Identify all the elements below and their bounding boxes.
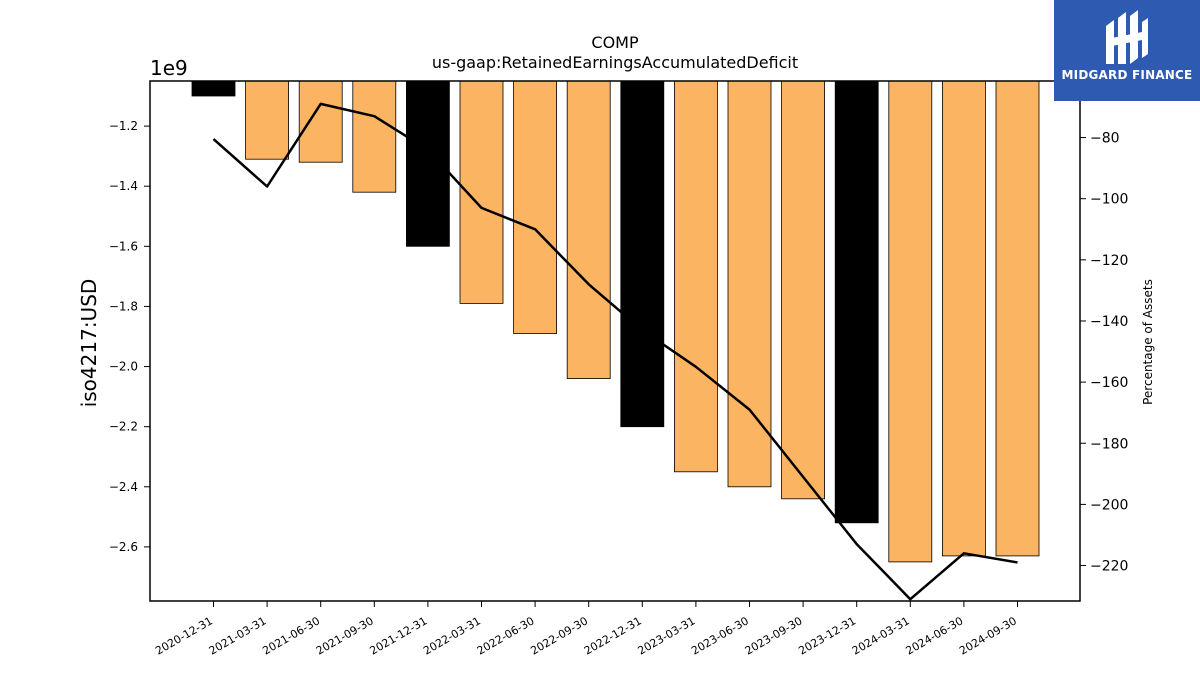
bar-2023-03-31: [674, 80, 718, 473]
y2-tick-label: −200: [1090, 497, 1128, 513]
bar-2024-03-31: [888, 80, 933, 563]
x-tick-label: 2021-03-31: [207, 614, 269, 657]
x-tick-label: 2023-06-30: [689, 614, 751, 657]
midgard-logo-icon: [1106, 10, 1148, 64]
y2-axis-label: Percentage of Assets: [1141, 279, 1155, 405]
y2-tick-label: −140: [1090, 314, 1128, 330]
y-tick-label: −1.8: [109, 299, 138, 313]
x-tick-label: 2022-12-31: [582, 614, 644, 657]
bar-2023-12-31: [834, 80, 879, 524]
chart-subtitle: us-gaap:RetainedEarningsAccumulatedDefic…: [432, 53, 798, 72]
brand-name: MIDGARD FINANCE: [1061, 68, 1193, 82]
x-tick-label: 2021-12-31: [368, 614, 430, 657]
y2-tick-label: −100: [1090, 192, 1128, 208]
y-tick-label: −2.6: [109, 540, 138, 554]
y-tick-label: −2.0: [109, 360, 138, 374]
bars-group: [191, 80, 1040, 563]
plot-frame: [149, 80, 1081, 602]
y-tick-label: −1.6: [109, 239, 138, 253]
x-tick-label: 2023-12-31: [796, 614, 858, 657]
bar-2024-06-30: [942, 80, 986, 557]
chart-title: COMP: [591, 33, 639, 52]
bar-2023-09-30: [781, 80, 825, 500]
y-tick-label: −1.4: [109, 179, 138, 193]
bar-2022-12-31: [620, 80, 665, 428]
y-axis-label: iso4217:USD: [77, 279, 101, 408]
y-offset-label: 1e9: [150, 56, 188, 80]
bar-2021-12-31: [405, 80, 450, 247]
percentage-of-assets-line: [212, 102, 1018, 601]
y2-tick-label: −160: [1090, 375, 1128, 391]
bar-2022-09-30: [566, 80, 611, 380]
bar-2024-09-30: [995, 80, 1040, 557]
brand-logo: MIDGARD FINANCE: [1054, 0, 1200, 101]
bar-2023-06-30: [727, 80, 772, 488]
x-tick-label: 2020-12-31: [153, 614, 215, 657]
x-tick-label: 2022-09-30: [528, 614, 590, 657]
y-tick-label: −2.2: [109, 420, 138, 434]
line-group: [212, 102, 1018, 601]
y-tick-label: −2.4: [109, 480, 138, 494]
bar-2022-06-30: [513, 80, 557, 334]
bar-2020-12-31: [191, 80, 236, 97]
bar-2021-06-30: [298, 80, 343, 163]
y2-tick-label: −80: [1090, 131, 1120, 147]
x-tick-label: 2021-06-30: [260, 614, 322, 657]
bar-2021-09-30: [352, 80, 397, 193]
y-tick-label: −1.2: [109, 119, 138, 133]
x-tick-label: 2024-06-30: [904, 614, 966, 657]
x-tick-label: 2023-03-31: [636, 614, 698, 657]
y2-tick-label: −220: [1090, 559, 1128, 575]
x-tick-label: 2021-09-30: [314, 614, 376, 657]
y2-tick-label: −180: [1090, 436, 1128, 452]
x-tick-label: 2024-09-30: [957, 614, 1019, 657]
bar-2021-03-31: [245, 80, 290, 160]
x-tick-label: 2023-09-30: [743, 614, 805, 657]
y2-tick-label: −120: [1090, 253, 1128, 269]
x-tick-label: 2024-03-31: [850, 614, 912, 657]
x-tick-label: 2022-06-30: [475, 614, 537, 657]
x-tick-label: 2022-03-31: [421, 614, 483, 657]
